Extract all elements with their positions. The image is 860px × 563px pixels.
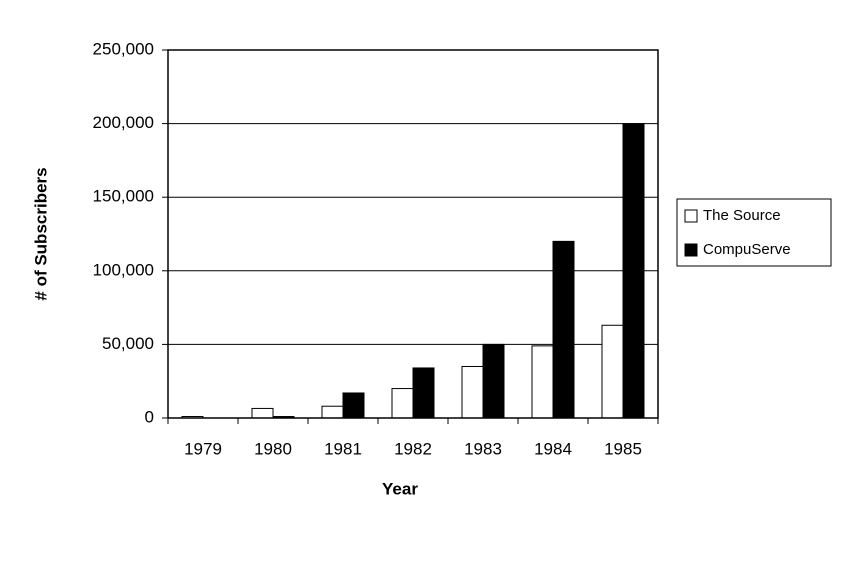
bar: [601, 324, 624, 419]
x-tick-label: 1984: [534, 439, 572, 458]
bar: [622, 123, 645, 419]
y-tick-label: 150,000: [93, 187, 154, 206]
bar: [391, 388, 414, 419]
x-tick-label: 1981: [324, 439, 362, 458]
x-tick-label: 1985: [604, 439, 642, 458]
plot-frame: [167, 49, 659, 419]
y-tick-label: 50,000: [102, 334, 154, 353]
y-tick-label: 200,000: [93, 113, 154, 132]
bar: [482, 343, 505, 419]
x-tick-label: 1982: [394, 439, 432, 458]
legend-label: The Source: [703, 207, 781, 224]
x-axis-label: Year: [382, 479, 418, 498]
y-tick-label: 0: [145, 407, 154, 426]
legend-box: [676, 198, 832, 267]
legend-swatch: [684, 243, 698, 257]
y-tick-label: 100,000: [93, 260, 154, 279]
legend-label: CompuServe: [703, 241, 791, 258]
bar: [342, 392, 365, 419]
bar: [461, 365, 484, 419]
bar: [251, 407, 274, 419]
x-tick-label: 1980: [254, 439, 292, 458]
bar: [321, 405, 344, 419]
bar: [531, 345, 554, 419]
y-axis-label: # of Subscribers: [31, 167, 50, 300]
y-tick-label: 250,000: [93, 39, 154, 58]
legend-swatch: [684, 209, 698, 223]
bar: [552, 240, 575, 419]
x-tick-label: 1979: [184, 439, 222, 458]
bar: [412, 367, 435, 419]
legend: The Source CompuServe: [676, 198, 832, 267]
x-tick-label: 1983: [464, 439, 502, 458]
